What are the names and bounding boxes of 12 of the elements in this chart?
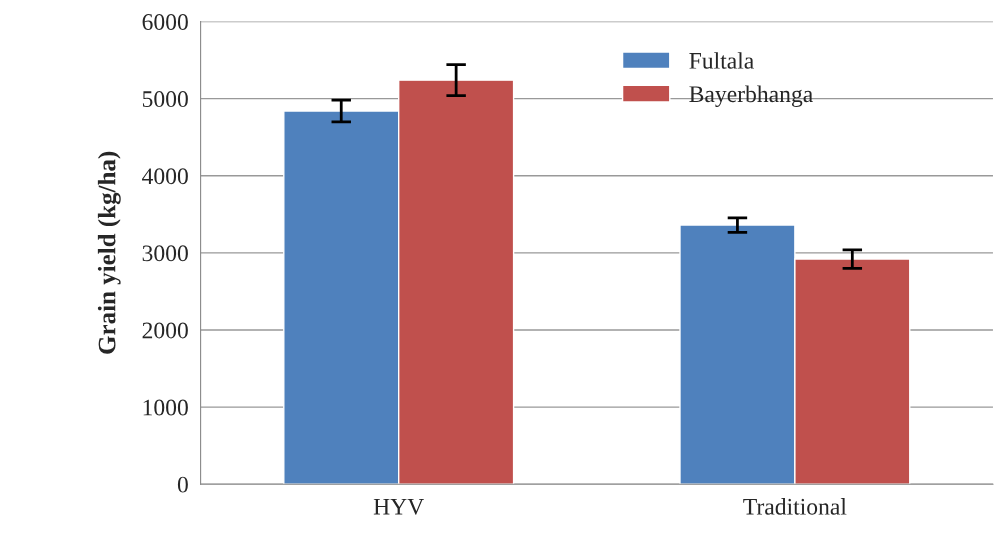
x-tick-label: Traditional (743, 498, 847, 515)
legend-label: Fultala (689, 52, 754, 69)
y-tick-label: 3000 (142, 245, 188, 262)
y-tick-label: 1000 (143, 399, 188, 416)
y-axis-title: Grain yield (kg/ha) (97, 151, 121, 354)
legend-label: Bayerbhanga (689, 85, 813, 108)
x-tick-label: HYV (373, 499, 424, 515)
y-tick-label: 5000 (142, 91, 188, 108)
y-tick-label: 4000 (142, 168, 188, 185)
y-tick-label: 6000 (142, 14, 188, 30)
y-tick-label: 0 (177, 476, 188, 493)
y-tick-label: 2000 (142, 322, 188, 339)
